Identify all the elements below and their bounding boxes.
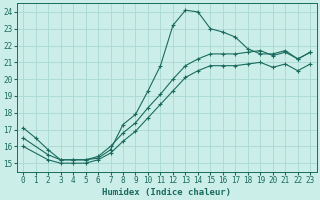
X-axis label: Humidex (Indice chaleur): Humidex (Indice chaleur) (102, 188, 231, 197)
